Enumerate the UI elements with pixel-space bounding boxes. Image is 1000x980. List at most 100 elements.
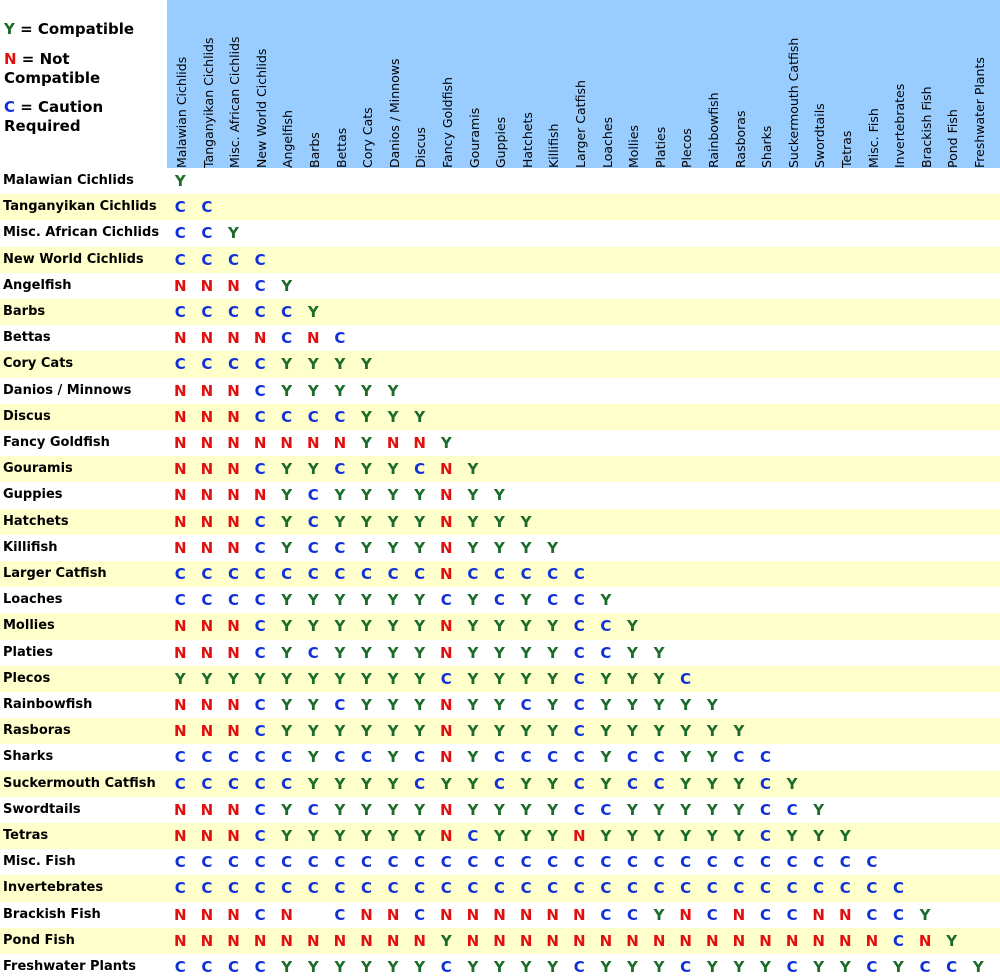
cell: Y [494, 538, 505, 557]
cell: C [573, 774, 585, 793]
column-header: Malawian Cichlids [174, 56, 189, 168]
row-label: Cory Cats [3, 356, 74, 372]
cell: Y [307, 774, 319, 793]
row-label: Loaches [3, 592, 63, 608]
cell: Y [680, 800, 692, 819]
cell: Y [653, 800, 665, 819]
cell: Y [786, 827, 798, 845]
cell: Y [600, 827, 612, 845]
cell: N [227, 276, 240, 295]
cell: Y [334, 800, 346, 819]
cell: N [174, 696, 187, 714]
cell: Y [281, 617, 293, 636]
cell: C [493, 853, 505, 872]
cell: Y [467, 800, 479, 819]
cell: N [333, 434, 347, 452]
cell: Y [494, 800, 505, 819]
row-label: Invertebrates [3, 880, 104, 896]
cell: Y [387, 696, 399, 714]
cell: Y [760, 958, 771, 976]
cell: C [706, 879, 718, 898]
cell: C [467, 827, 479, 845]
cell: C [414, 905, 426, 924]
cell: Y [839, 958, 851, 976]
row-label: Tetras [3, 828, 49, 843]
cell: Y [361, 696, 372, 714]
cell: C [547, 879, 559, 898]
cell: C [334, 879, 346, 898]
cell: N [440, 565, 453, 583]
cell: Y [627, 827, 638, 845]
cell: C [600, 853, 612, 872]
cell: C [254, 853, 266, 872]
cell: N [440, 486, 453, 505]
cell: Y [494, 643, 505, 662]
cell: C [600, 800, 612, 819]
cell: C [387, 853, 399, 872]
cell: C [653, 879, 665, 898]
cell: N [174, 827, 187, 845]
cell: Y [467, 748, 479, 767]
cell: Y [520, 591, 532, 610]
cell: Y [281, 827, 293, 845]
cell: N [440, 827, 453, 845]
cell: C [254, 276, 266, 295]
cell: Y [467, 486, 479, 505]
cell: Y [653, 958, 665, 976]
cell: Y [600, 669, 612, 688]
cell: Y [600, 958, 612, 976]
cell: Y [281, 591, 293, 610]
cell: C [174, 198, 186, 217]
cell: Y [361, 460, 372, 479]
cell: Y [680, 696, 692, 714]
row-label: Misc. African Cichlids [3, 225, 160, 241]
cell: Y [440, 434, 452, 452]
cell: Y [627, 722, 638, 741]
cell: C [600, 617, 612, 636]
row-label: Suckermouth Catfish [3, 775, 156, 791]
row-stripe [0, 927, 1000, 954]
cell: C [307, 643, 319, 662]
column-header: Cory Cats [360, 107, 376, 168]
cell: C [759, 774, 771, 793]
cell: C [281, 853, 293, 872]
cell: N [200, 381, 214, 400]
cell: Y [361, 722, 372, 741]
cell: C [626, 879, 638, 898]
cell: C [254, 800, 266, 819]
cell: N [227, 800, 240, 819]
cell: Y [813, 800, 825, 819]
cell: Y [414, 722, 426, 741]
cell: Y [254, 669, 266, 688]
row-label: Discus [3, 408, 51, 424]
cell: C [414, 460, 426, 479]
cell: C [467, 853, 479, 872]
cell: Y [547, 669, 559, 688]
cell: C [653, 748, 665, 767]
cell: C [813, 853, 825, 872]
cell: N [440, 696, 453, 714]
cell: N [785, 931, 799, 950]
cell: N [200, 931, 214, 950]
cell: C [307, 565, 319, 583]
cell: Y [387, 460, 399, 479]
cell: N [573, 905, 586, 924]
cell: C [254, 827, 266, 845]
column-header: Platies [652, 126, 668, 168]
cell: C [227, 748, 239, 767]
row-stripe [0, 665, 1000, 692]
cell: C [866, 958, 878, 976]
cell: N [174, 486, 187, 505]
cell: C [573, 696, 585, 714]
legend-symbol: C [4, 98, 16, 116]
row-stripe [0, 823, 1000, 850]
cell: N [440, 748, 453, 767]
cell: Y [813, 958, 825, 976]
cell: Y [174, 172, 186, 190]
cell: Y [467, 617, 479, 636]
cell: C [360, 879, 372, 898]
cell: Y [201, 669, 213, 688]
cell: C [174, 748, 186, 767]
cell: N [573, 931, 586, 950]
